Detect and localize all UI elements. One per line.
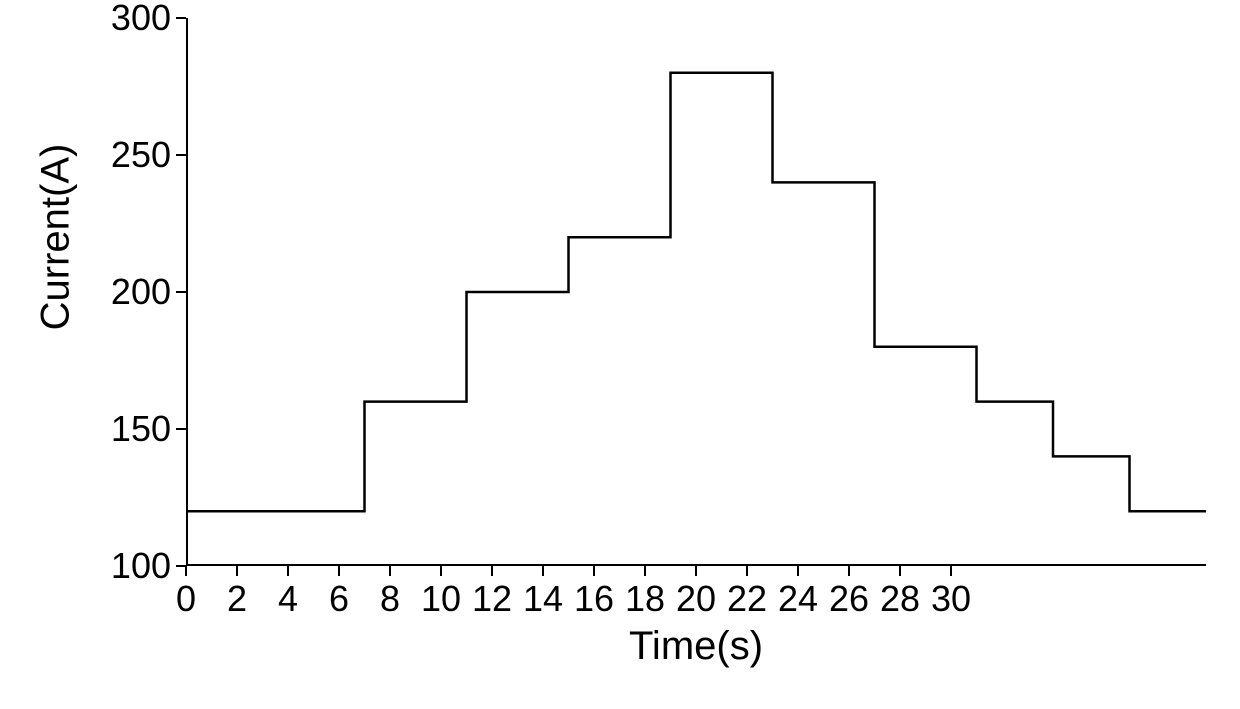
y-tick <box>176 291 186 293</box>
x-tick-label: 30 <box>931 578 971 620</box>
x-tick-label: 10 <box>421 578 461 620</box>
x-axis-label: Time(s) <box>629 624 763 669</box>
y-tick <box>176 428 186 430</box>
y-tick-label: 200 <box>96 271 171 313</box>
y-tick-label: 100 <box>96 545 171 587</box>
x-tick-label: 18 <box>625 578 665 620</box>
x-tick-label: 8 <box>380 578 400 620</box>
x-tick-label: 26 <box>829 578 869 620</box>
y-tick-label: 150 <box>96 408 171 450</box>
x-tick <box>287 566 289 576</box>
y-tick-label: 300 <box>96 0 171 39</box>
x-tick <box>542 566 544 576</box>
x-tick-label: 6 <box>329 578 349 620</box>
x-tick-label: 16 <box>574 578 614 620</box>
x-tick-label: 0 <box>176 578 196 620</box>
x-tick-label: 22 <box>727 578 767 620</box>
x-tick <box>440 566 442 576</box>
x-tick <box>185 566 187 576</box>
x-tick <box>389 566 391 576</box>
x-tick-label: 4 <box>278 578 298 620</box>
x-tick-label: 20 <box>676 578 716 620</box>
x-tick <box>695 566 697 576</box>
x-tick <box>746 566 748 576</box>
x-tick <box>950 566 952 576</box>
y-tick <box>176 154 186 156</box>
y-tick <box>176 17 186 19</box>
x-tick-label: 28 <box>880 578 920 620</box>
y-axis-label: Current(A) <box>34 144 79 331</box>
chart-container: Current(A) Time(s) 100150200250300024681… <box>0 0 1240 709</box>
y-tick-label: 250 <box>96 134 171 176</box>
x-tick <box>848 566 850 576</box>
x-tick-label: 24 <box>778 578 818 620</box>
step-path <box>186 73 1206 511</box>
x-tick <box>797 566 799 576</box>
x-tick <box>899 566 901 576</box>
x-tick <box>491 566 493 576</box>
x-tick-label: 2 <box>227 578 247 620</box>
x-tick-label: 14 <box>523 578 563 620</box>
x-tick <box>644 566 646 576</box>
x-tick <box>236 566 238 576</box>
x-tick <box>593 566 595 576</box>
x-tick <box>338 566 340 576</box>
x-tick-label: 12 <box>472 578 512 620</box>
